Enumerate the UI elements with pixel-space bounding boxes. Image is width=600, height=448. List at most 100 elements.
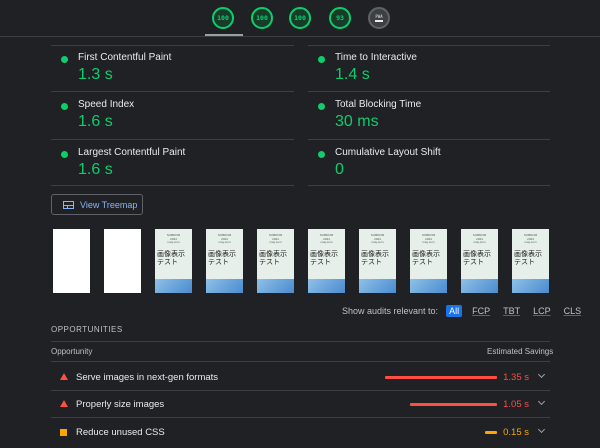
metric-value: 1.6 s (78, 113, 113, 130)
metric-value: 1.6 s (78, 161, 113, 178)
treemap-icon (63, 200, 74, 209)
frame-header: SUBDOM 2024 may.com (370, 233, 385, 244)
pwa-dash-icon (375, 20, 383, 22)
metric-value: 1.4 s (335, 66, 370, 83)
opportunity-row-size-images[interactable]: Properly size images 1.05 s (51, 390, 550, 417)
divider (51, 45, 294, 46)
active-gauge-indicator (205, 34, 243, 36)
divider (51, 139, 294, 140)
audit-filter: Show audits relevant to: All FCP TBT LCP… (342, 305, 591, 317)
divider (51, 361, 550, 362)
frame-title: 画像表示テスト (157, 251, 185, 266)
savings-bar (485, 431, 497, 434)
opportunity-row-next-gen-formats[interactable]: Serve images in next-gen formats 1.35 s (51, 363, 550, 390)
filmstrip-frame: SUBDOM 2024 may.com 画像表示テスト (512, 229, 549, 293)
filter-chip-cls[interactable]: CLS (563, 306, 582, 316)
frame-title: 画像表示テスト (514, 251, 542, 266)
filmstrip-frame: SUBDOM 2024 may.com 画像表示テスト (206, 229, 243, 293)
frame-image (206, 279, 243, 293)
divider (51, 341, 550, 342)
score-gauge-best-practices[interactable]: 100 (289, 7, 311, 29)
score-value: 100 (289, 7, 311, 29)
score-value: 93 (329, 7, 351, 29)
pwa-badge-icon: PWA (368, 7, 390, 29)
metric-label: First Contentful Paint (78, 52, 172, 63)
filmstrip-frame: SUBDOM 2024 may.com 画像表示テスト (155, 229, 192, 293)
frame-title: 画像表示テスト (259, 251, 287, 266)
metric-label: Time to Interactive (335, 52, 417, 63)
score-value: 100 (212, 7, 234, 29)
score-gauge-accessibility[interactable]: 100 (251, 7, 273, 29)
frame-image (257, 279, 294, 293)
opportunity-column-header: Opportunity (51, 347, 93, 356)
pass-dot-icon (61, 151, 68, 158)
metric-label: Total Blocking Time (335, 99, 422, 110)
frame-header: SUBDOM 2024 may.com (421, 233, 436, 244)
chevron-down-icon[interactable] (537, 370, 546, 379)
frame-title: 画像表示テスト (208, 251, 236, 266)
divider (51, 390, 550, 391)
savings-value: 1.35 s (503, 372, 529, 383)
opportunity-title: Properly size images (76, 399, 165, 410)
metric-value: 30 ms (335, 113, 379, 130)
metric-label: Speed Index (78, 99, 135, 110)
filter-label: Show audits relevant to: (342, 306, 439, 316)
chevron-down-icon[interactable] (537, 425, 546, 434)
filter-chip-tbt[interactable]: TBT (503, 306, 521, 316)
filter-chip-all[interactable]: All (446, 305, 463, 317)
divider (51, 185, 294, 186)
frame-title: 画像表示テスト (463, 251, 491, 266)
frame-header: SUBDOM 2024 may.com (268, 233, 283, 244)
divider (308, 91, 550, 92)
metric-value: 0 (335, 161, 344, 178)
frame-header: SUBDOM 2024 may.com (523, 233, 538, 244)
pwa-label: PWA (375, 14, 383, 19)
filmstrip-frame: SUBDOM 2024 may.com 画像表示テスト (257, 229, 294, 293)
savings-column-header: Estimated Savings (487, 347, 554, 356)
metric-label: Cumulative Layout Shift (335, 147, 441, 158)
filmstrip-frame: SUBDOM 2024 may.com 画像表示テスト (461, 229, 498, 293)
filter-chip-lcp[interactable]: LCP (533, 306, 551, 316)
frame-image (410, 279, 447, 293)
fail-triangle-icon (60, 373, 68, 380)
opportunity-title: Serve images in next-gen formats (76, 372, 219, 383)
divider (308, 185, 550, 186)
divider (308, 139, 550, 140)
filmstrip-frame: SUBDOM 2024 may.com 画像表示テスト (359, 229, 396, 293)
frame-image (308, 279, 345, 293)
fail-triangle-icon (60, 400, 68, 407)
average-square-icon (60, 428, 67, 436)
savings-bar (385, 376, 497, 379)
chevron-down-icon[interactable] (537, 397, 546, 406)
savings-bar (410, 403, 497, 406)
score-gauge-seo[interactable]: 93 (329, 7, 351, 29)
metric-label: Largest Contentful Paint (78, 147, 186, 158)
savings-value: 1.05 s (503, 399, 529, 410)
filter-chip-fcp[interactable]: FCP (472, 306, 491, 316)
frame-image (461, 279, 498, 293)
frame-title: 画像表示テスト (412, 251, 440, 266)
pass-dot-icon (318, 56, 325, 63)
divider (308, 45, 550, 46)
metric-value: 1.3 s (78, 66, 113, 83)
frame-header: SUBDOM 2024 may.com (166, 233, 181, 244)
savings-value: 0.15 s (503, 427, 529, 438)
opportunity-title: Reduce unused CSS (76, 427, 165, 438)
pass-dot-icon (318, 103, 325, 110)
score-value: 100 (251, 7, 273, 29)
frame-header: SUBDOM 2024 may.com (217, 233, 232, 244)
filmstrip-frame (104, 229, 141, 293)
pass-dot-icon (318, 151, 325, 158)
frame-header: SUBDOM 2024 may.com (319, 233, 334, 244)
filmstrip-frame: SUBDOM 2024 may.com 画像表示テスト (308, 229, 345, 293)
view-treemap-button[interactable]: View Treemap (51, 194, 143, 215)
frame-title: 画像表示テスト (361, 251, 389, 266)
pass-dot-icon (61, 103, 68, 110)
score-bar: 100 100 100 93 PWA (0, 0, 600, 37)
opportunity-row-unused-css[interactable]: Reduce unused CSS 0.15 s (51, 418, 550, 445)
filmstrip-frame (53, 229, 90, 293)
score-gauge-pwa[interactable]: PWA (368, 7, 390, 29)
opportunities-title: OPPORTUNITIES (51, 325, 123, 334)
score-gauge-performance[interactable]: 100 (212, 7, 234, 29)
pass-dot-icon (61, 56, 68, 63)
